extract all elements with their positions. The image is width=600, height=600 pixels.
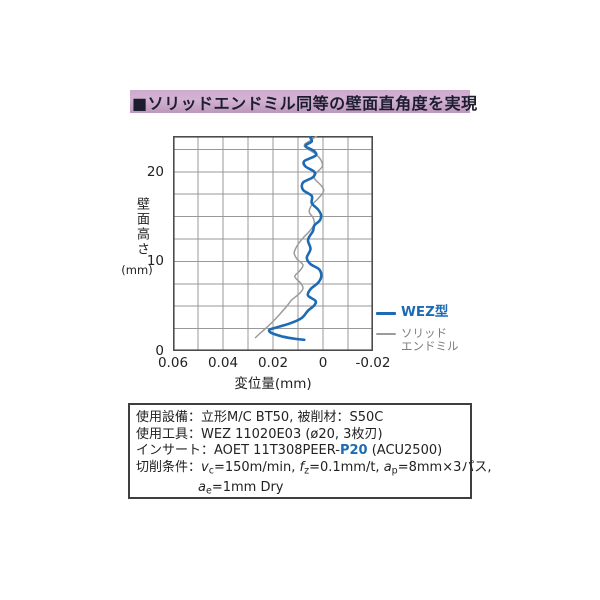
legend-item: WEZ型 (376, 304, 494, 321)
spec-text: 使用設備：立形M/C BT50, 被削材：S50C (136, 410, 384, 425)
spec-text: 使用工具：WEZ 11020E03 (ø20, 3枚刃) (136, 426, 383, 442)
spec-text: =0.1mm/t, (309, 459, 384, 475)
x-tick-label: 0.02 (257, 355, 289, 371)
spec-box: 使用設備：立形M/C BT50, 被削材：S50C 使用工具：WEZ 11020E… (128, 403, 492, 500)
spec-text: p (391, 465, 398, 476)
spec-text: z (304, 465, 310, 476)
plot-border (173, 136, 373, 351)
spec-text: v (201, 459, 209, 475)
grade-code-accent: P20 (339, 443, 368, 458)
x-tick-label: 0.04 (207, 355, 239, 371)
spec-line: ae=1mm Dry (136, 480, 464, 500)
section-title: ■ソリッドエンドミル同等の壁面直角度を実現 (132, 93, 478, 113)
y-tick-label: 20 (146, 163, 164, 180)
comparison-line-chart (173, 134, 373, 351)
series-curve (254, 135, 325, 339)
spec-text: f (299, 459, 305, 475)
section-header: ■ソリッドエンドミル同等の壁面直角度を実現 (130, 90, 477, 113)
spec-text: a (383, 459, 392, 475)
legend-label: ソリッド エンドミル (401, 327, 459, 353)
x-tick-label: 0 (318, 355, 328, 371)
spec-text: =1mm Dry (211, 479, 284, 495)
spec-line: 使用工具：WEZ 11020E03 (ø20, 3枚刃) (136, 427, 464, 444)
spec-line: インサート：AOET 11T308PEER-P20 (ACU2500) (136, 443, 464, 460)
spec-text: =150m/min, (213, 459, 300, 475)
legend-label-line: エンドミル (401, 339, 459, 353)
chart-legend: WEZ型ソリッド エンドミル (376, 304, 494, 359)
spec-text: 切削条件： (136, 459, 202, 475)
x-tick-label: -0.02 (355, 355, 391, 371)
spec-text: =8mm×3パス, (397, 459, 492, 475)
y-axis-unit: (mm) (121, 263, 153, 277)
legend-label: WEZ型 (401, 304, 448, 321)
x-axis-label: 変位量(mm) (234, 376, 312, 392)
spec-line: 切削条件：vc=150m/min, fz=0.1mm/t, ap=8mm×3パス… (136, 459, 492, 480)
legend-label-line: ソリッド (401, 326, 447, 340)
y-tick-label: 0 (155, 343, 164, 359)
legend-line-swatch (376, 312, 396, 315)
x-axis-ticks: 0.06 0.04 0.02 0 -0.02 (158, 355, 391, 371)
spec-line: 使用設備：立形M/C BT50, 被削材：S50C (136, 410, 464, 427)
series-curve (267, 134, 323, 342)
spec-text: インサート：AOET 11T308PEER- (136, 443, 340, 458)
y-tick-label: 10 (146, 253, 164, 270)
legend-label-line: WEZ型 (401, 304, 449, 320)
legend-item: ソリッド エンドミル (376, 327, 494, 353)
spec-text: a (198, 479, 206, 495)
y-axis-ticks: 0 10 20 (138, 136, 166, 359)
legend-line-swatch (376, 333, 396, 335)
x-tick-label: 0.06 (157, 355, 189, 371)
spec-text: (ACU2500) (367, 443, 443, 458)
spec-text: c (208, 465, 214, 476)
spec-text: e (205, 485, 212, 496)
y-axis-label: 壁面高さ (134, 197, 149, 257)
plot-area (173, 134, 373, 351)
